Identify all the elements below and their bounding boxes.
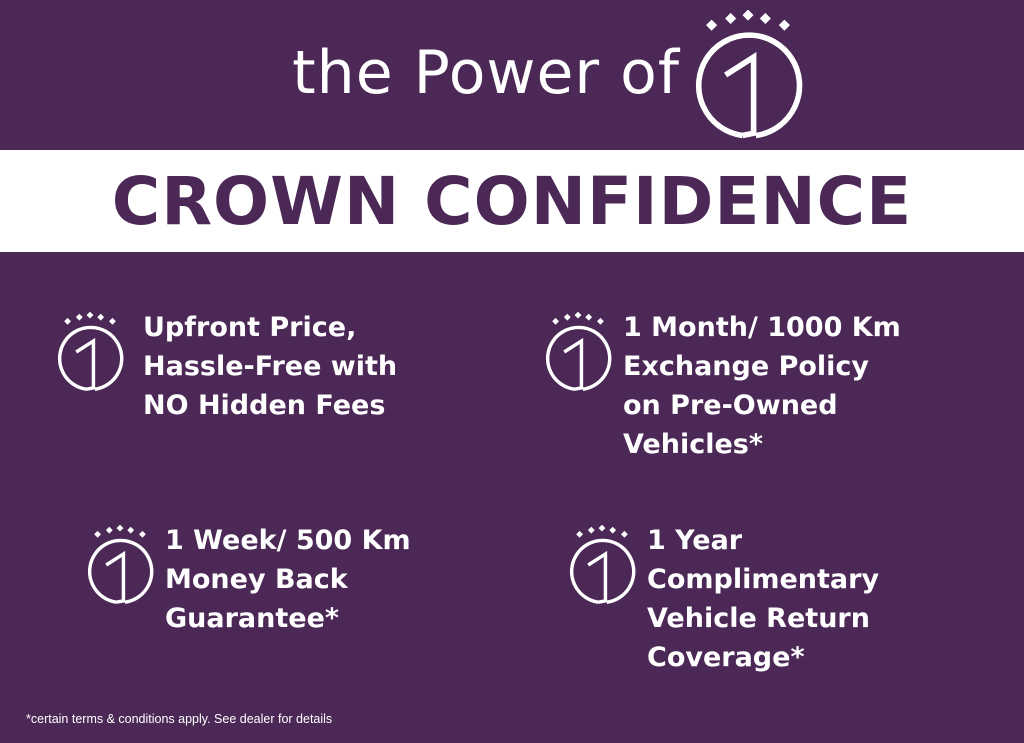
feature-line: Exchange Policy: [623, 351, 870, 382]
feature-line: Upfront Price,: [143, 312, 357, 343]
feature-line: Vehicle Return: [647, 603, 870, 634]
feature-line: Guarantee*: [165, 603, 340, 634]
footnote: *certain terms & conditions apply. See d…: [26, 712, 333, 726]
crown-one-icon: [567, 525, 637, 605]
feature-money-back: 1 Week/ 500 Km Money Back Guarantee*: [85, 525, 411, 638]
feature-line: 1 Week/ 500 Km: [165, 525, 411, 556]
feature-line: on Pre-Owned: [623, 390, 838, 421]
feature-line: NO Hidden Fees: [143, 390, 386, 421]
feature-line: Money Back: [165, 564, 348, 595]
feature-line: Coverage*: [647, 642, 805, 673]
feature-upfront-price: Upfront Price, Hassle-Free with NO Hidde…: [55, 312, 397, 425]
banner-text: CROWN CONFIDENCE: [111, 162, 913, 240]
feature-line: Vehicles*: [623, 429, 763, 460]
feature-line: 1 Year: [647, 525, 743, 556]
crown-one-icon: [543, 312, 613, 392]
feature-line: Hassle-Free with: [143, 351, 398, 382]
crown-one-icon: [692, 10, 804, 140]
page-title: the Power of: [292, 38, 680, 108]
crown-one-icon: [85, 525, 155, 605]
crown-one-icon: [55, 312, 125, 392]
feature-exchange-policy: 1 Month/ 1000 Km Exchange Policy on Pre-…: [543, 312, 901, 464]
feature-line: 1 Month/ 1000 Km: [623, 312, 901, 343]
feature-return-coverage: 1 Year Complimentary Vehicle Return Cove…: [567, 525, 879, 677]
feature-line: Complimentary: [647, 564, 880, 595]
banner: CROWN CONFIDENCE: [0, 150, 1024, 252]
